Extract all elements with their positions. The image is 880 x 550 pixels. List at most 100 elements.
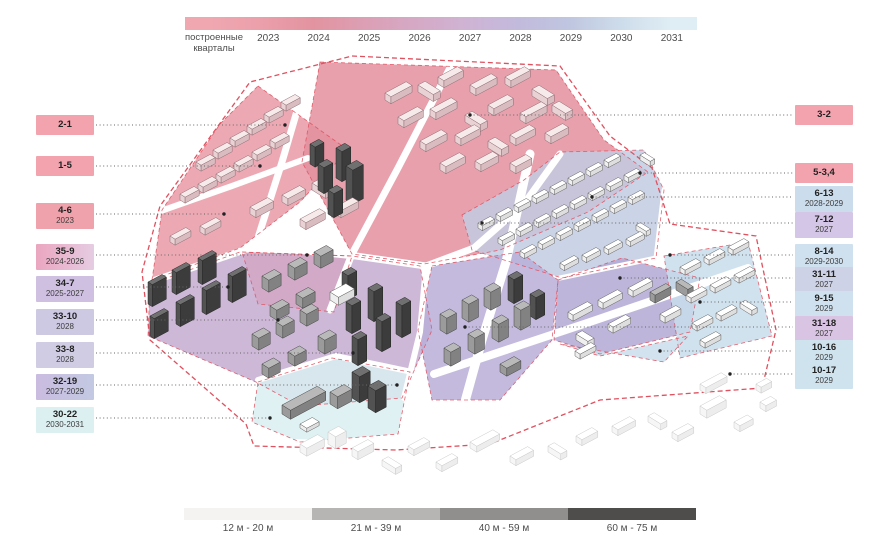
quarter-years: 2024-2026 [45,257,85,267]
building [573,217,592,233]
height-segment-label: 12 м - 20 м [222,523,274,534]
building [715,304,738,322]
quarter-years: 2028 [56,355,74,365]
building [611,416,637,437]
building [469,73,498,97]
building [269,299,290,321]
building [435,453,459,473]
building [709,276,732,294]
building [585,162,604,178]
height-segment-label: 60 м - 75 м [606,523,658,534]
timeline-year-label: 2027 [458,33,482,44]
building [147,274,167,308]
building [551,204,570,220]
timeline-labels: построенные кварталы 2023 2024 2025 2026 2027… [185,32,697,55]
quarter-code: 9-15 [814,293,834,304]
quarter-box-34-7: 34-7 2025-2027 [36,276,94,302]
building [439,308,457,335]
building [345,160,364,205]
building [555,226,574,242]
building [299,434,325,457]
quarter-code: 3-2 [817,109,831,120]
building [233,155,254,173]
building [169,227,192,246]
building [733,266,756,284]
buildings-layer [147,66,778,475]
quarter-years: 2029 [815,353,833,363]
quarter-box-31-11: 31-11 2027 [795,267,853,293]
building [179,186,200,204]
building [567,301,593,322]
quarter-boundary [301,61,649,265]
timeline-year-label: 2028 [509,33,532,44]
building [507,271,524,305]
building [487,136,510,157]
quarter-code: 4-6 [58,205,72,216]
leader-dot-1-5 [258,164,262,168]
building [269,132,290,150]
quarter-box-6-13: 6-13 2028-2029 [795,186,853,212]
building [351,331,368,367]
building [299,303,319,327]
building [327,185,344,219]
building [537,235,556,251]
height-legend-labels: 12 м - 20 м 21 м - 39 м 40 м - 59 м 60 м - … [184,523,696,534]
building [567,171,586,187]
quarter-box-33-8: 33-8 2028 [36,342,94,368]
building [504,66,531,89]
quarter-box-9-15: 9-15 2029 [795,291,853,317]
building [509,124,536,147]
height-segment [568,508,696,520]
building [299,417,320,433]
building [699,395,727,419]
quarter-box-10-16: 10-16 2029 [795,340,853,366]
building [531,84,555,106]
height-legend-bar [184,508,696,520]
building [351,439,375,461]
building [295,287,316,309]
quarter-box-7-12: 7-12 2027 [795,212,853,238]
building [263,106,284,124]
quarter-years: 2027 [815,225,833,235]
building [547,442,568,461]
building [603,153,622,169]
building [679,258,702,276]
building [544,123,570,145]
timeline-year-label: 2029 [559,33,583,44]
roads-layer [146,56,776,450]
leader-dot-31-11 [618,276,622,280]
building [509,446,535,467]
road [252,56,316,248]
road [422,150,564,270]
building [607,314,632,334]
building [639,152,656,167]
building [727,238,750,256]
building [529,289,546,321]
height-segment [184,508,312,520]
building [417,80,441,102]
building [623,168,642,184]
building [175,294,195,328]
leader-dot-2-1 [283,123,287,127]
building [212,142,233,160]
building [215,166,236,184]
quarter-box-33-10: 33-10 2028 [36,309,94,335]
building [246,118,267,136]
quarter-boundary [553,257,701,355]
building [439,152,466,175]
building [275,315,295,339]
leader-dot-10-17 [728,372,732,376]
quarter-box-31-18: 31-18 2027 [795,316,853,342]
building [467,328,485,355]
building [575,427,599,447]
building [437,66,464,89]
building [351,366,371,404]
leader-dot-30-22 [268,416,272,420]
quarter-code: 10-16 [811,342,837,353]
building [627,277,653,298]
building [591,208,610,224]
quarter-box-2-1: 2-1 [36,115,94,136]
road [430,264,752,378]
timeline-year-label: 2026 [408,33,431,44]
quarter-years: 2027 [815,329,833,339]
